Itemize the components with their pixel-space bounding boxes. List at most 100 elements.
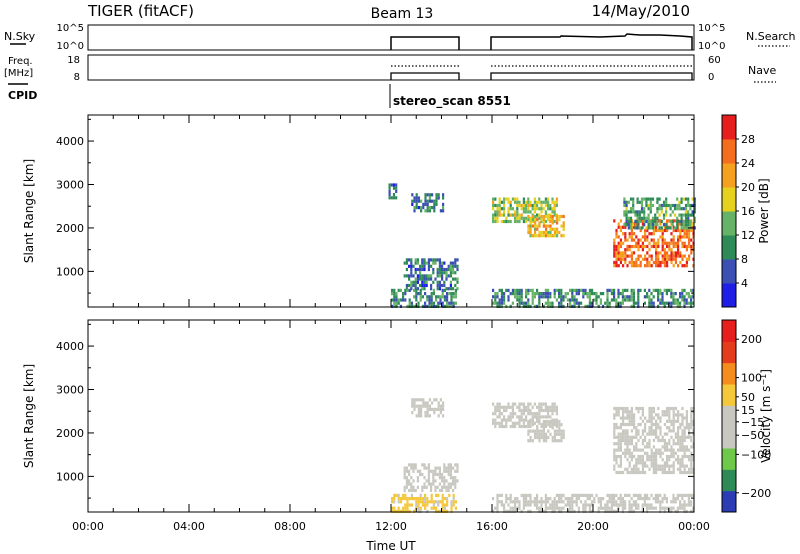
echo-cell	[577, 509, 580, 513]
echo-cell	[544, 405, 547, 409]
echo-cell	[633, 467, 636, 471]
echo-cell	[683, 235, 686, 239]
echo-cell	[659, 448, 662, 452]
echo-cell	[648, 304, 651, 308]
echo-cell	[432, 500, 435, 504]
echo-cell	[450, 503, 453, 507]
echo-cell	[553, 207, 556, 211]
echo-cell	[527, 423, 530, 427]
echo-cell	[679, 506, 682, 510]
echo-cell	[553, 219, 556, 224]
echo-cell	[668, 406, 671, 411]
echo-cell	[555, 503, 558, 507]
echo-cell	[648, 419, 651, 423]
echo-cell	[545, 230, 548, 235]
echo-cell	[690, 419, 693, 423]
echo-cell	[436, 258, 439, 262]
echo-cell	[511, 408, 514, 413]
echo-cell	[443, 271, 446, 275]
echo-cell	[405, 466, 408, 470]
echo-cell	[446, 503, 449, 507]
echo-cell	[688, 232, 691, 236]
echo-cell	[434, 466, 437, 470]
echo-cell	[646, 244, 649, 249]
echo-cell	[608, 509, 611, 513]
echo-cell	[688, 435, 691, 439]
echo-cell	[588, 304, 591, 308]
echo-cell	[676, 497, 679, 501]
echo-cell	[402, 497, 405, 501]
echo-cell	[522, 412, 525, 416]
echo-cell	[625, 210, 628, 214]
echo-cell	[522, 408, 525, 413]
echo-cell	[428, 500, 431, 504]
echo-cell	[443, 295, 446, 299]
echo-cell	[405, 476, 408, 480]
echo-cell	[617, 445, 620, 449]
echo-cell	[437, 193, 440, 197]
echo-cell	[681, 493, 684, 497]
echo-cell	[688, 454, 691, 459]
echo-cell	[683, 264, 686, 268]
echo-cell	[580, 288, 583, 292]
echo-cell	[636, 223, 639, 227]
echo-cell	[674, 451, 677, 455]
echo-cell	[427, 466, 430, 470]
echo-cell	[657, 422, 660, 427]
echo-cell	[632, 500, 635, 504]
echo-cell	[648, 506, 651, 510]
echo-cell	[608, 288, 611, 292]
colorbar-tick-label: 8	[741, 253, 748, 266]
echo-cell	[683, 435, 686, 439]
echo-cell	[638, 213, 641, 217]
echo-cell	[651, 203, 655, 208]
echo-cell	[500, 503, 503, 507]
echo-cell	[417, 509, 420, 513]
echo-cell	[395, 304, 398, 308]
echo-cell	[452, 482, 455, 486]
echo-cell	[655, 432, 658, 436]
echo-cell	[661, 464, 664, 468]
echo-cell	[527, 214, 530, 219]
echo-cell	[624, 232, 627, 236]
echo-cell	[628, 454, 631, 459]
echo-cell	[623, 200, 626, 204]
echo-cell	[413, 401, 416, 405]
echo-cell	[624, 298, 627, 302]
echo-cell	[666, 406, 669, 411]
echo-cell	[658, 226, 661, 230]
echo-cell	[507, 288, 510, 292]
echo-cell	[435, 509, 438, 513]
echo-cell	[492, 418, 495, 422]
echo-cell	[666, 454, 669, 459]
echo-cell	[456, 277, 459, 281]
echo-cell	[441, 277, 444, 281]
echo-cell	[674, 419, 677, 423]
echo-cell	[413, 206, 416, 210]
echo-cell	[516, 207, 519, 211]
echo-cell	[672, 464, 675, 468]
echo-cell	[544, 200, 547, 204]
echo-cell	[516, 213, 519, 217]
echo-cell	[408, 258, 411, 262]
echo-cell	[613, 497, 616, 501]
echo-cell	[661, 410, 664, 414]
echo-cell	[690, 244, 693, 249]
echo-cell	[555, 412, 558, 416]
echo-cell	[456, 264, 459, 268]
echo-cell	[617, 235, 620, 239]
echo-cell	[655, 454, 658, 459]
echo-cell	[503, 418, 506, 422]
power-ylabel: Slant Range [km]	[22, 159, 36, 263]
echo-cell	[643, 503, 646, 507]
echo-cell	[584, 506, 587, 510]
echo-cell	[536, 503, 539, 507]
echo-cell	[626, 248, 629, 252]
echo-cell	[680, 213, 683, 217]
echo-cell	[650, 419, 653, 423]
echo-cell	[432, 472, 435, 477]
echo-cell	[522, 219, 525, 224]
echo-cell	[635, 458, 638, 462]
echo-cell	[657, 298, 660, 302]
echo-cell	[507, 503, 510, 507]
